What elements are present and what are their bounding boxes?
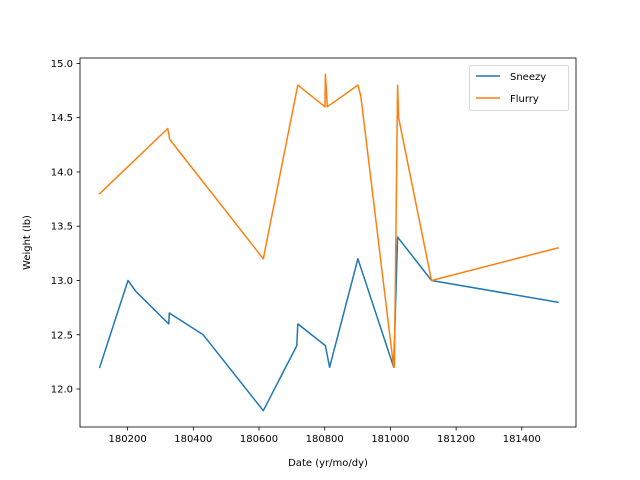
y-tick-label: 14.0 (51, 167, 73, 178)
y-tick-label: 13.0 (51, 276, 73, 287)
x-tick-label: 180600 (240, 434, 278, 445)
legend: Sneezy Flurry (469, 65, 569, 111)
y-tick-label: 13.5 (51, 222, 73, 233)
y-tick-label: 15.0 (51, 59, 73, 70)
x-tick-label: 180200 (109, 434, 147, 445)
legend-label-flurry: Flurry (510, 94, 539, 105)
plot-frame (79, 57, 577, 428)
y-axis-ticks: 12.0 12.5 13.0 13.5 14.0 14.5 15.0 (51, 59, 80, 396)
x-axis-ticks: 180200 180400 180600 180800 181000 181200 1814… (109, 427, 541, 445)
series-layer (98, 73, 559, 412)
y-tick-label: 12.0 (51, 385, 73, 396)
x-tick-label: 180400 (174, 434, 212, 445)
y-axis-label: Weight (lb) (22, 215, 33, 270)
series-line-flurry (98, 73, 559, 369)
x-tick-label: 180800 (306, 434, 344, 445)
y-tick-label: 14.5 (51, 113, 73, 124)
x-tick-label: 181000 (371, 434, 409, 445)
x-axis-label: Date (yr/mo/dy) (288, 458, 368, 469)
x-tick-label: 181400 (503, 434, 541, 445)
x-tick-label: 181200 (437, 434, 475, 445)
plot-area (80, 58, 576, 427)
legend-label-sneezy: Sneezy (510, 72, 546, 83)
y-tick-label: 12.5 (51, 330, 73, 341)
